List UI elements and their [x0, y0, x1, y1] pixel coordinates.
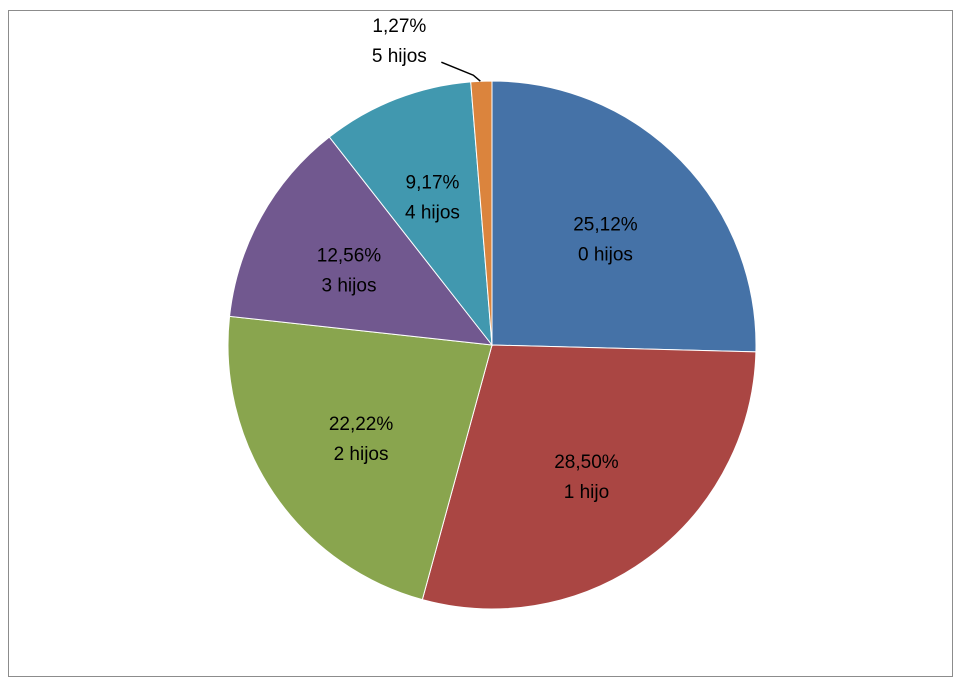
data-label-category: 3 hijos: [322, 275, 377, 296]
data-label-percent: 12,56%: [317, 245, 382, 266]
pie-slice-1: [421, 344, 757, 610]
pie-slice-4: [328, 81, 493, 347]
data-label-percent: 22,22%: [329, 414, 394, 435]
data-label-percent: 28,50%: [554, 452, 619, 473]
leader-line: [441, 61, 481, 82]
data-label-category: 5 hijos: [372, 46, 427, 67]
pie-slice-0: [491, 80, 757, 353]
data-label-category: 0 hijos: [578, 244, 633, 265]
data-label-percent: 9,17%: [406, 173, 460, 194]
data-label-percent: 25,12%: [573, 214, 638, 235]
pie-slice-5: [470, 80, 493, 346]
data-label-category: 1 hijo: [564, 482, 609, 503]
data-label-percent: 1,27%: [372, 16, 426, 37]
data-label-category: 2 hijos: [334, 444, 389, 465]
pie-slice-2: [227, 315, 493, 601]
data-label-category: 4 hijos: [405, 203, 460, 224]
pie-slice-3: [229, 136, 494, 346]
